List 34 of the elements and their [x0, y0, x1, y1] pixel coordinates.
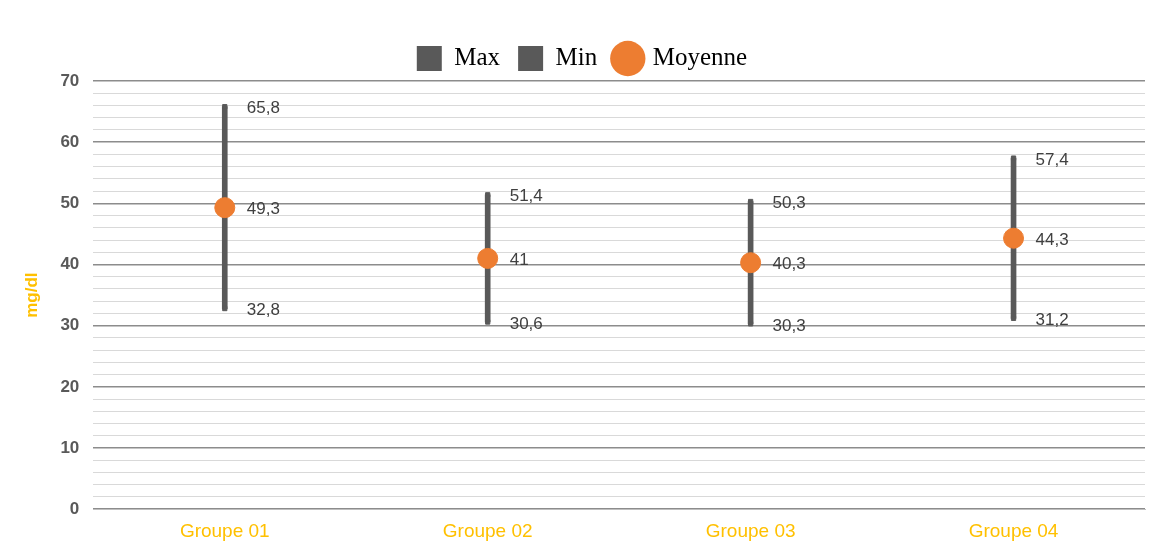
point [1010, 315, 1017, 321]
legend-label: Min [555, 43, 598, 71]
y-tick-label: 40 [60, 254, 80, 274]
y-tick-label: 70 [60, 70, 80, 90]
point [1003, 227, 1025, 249]
data-label: 57,4 [1035, 149, 1069, 169]
point [485, 319, 491, 325]
data-label: 65,8 [246, 98, 280, 118]
data-label: 31,2 [1035, 310, 1069, 330]
data-label: 44,3 [1035, 229, 1069, 249]
y-tick-label: 30 [60, 315, 80, 335]
point [748, 321, 754, 327]
point [1010, 155, 1017, 161]
y-axis-title: mg/dl [21, 272, 41, 318]
point [222, 305, 228, 312]
point [477, 247, 499, 269]
y-tick-label: 20 [60, 376, 80, 396]
point [740, 252, 762, 274]
legend-label: Max [454, 43, 501, 71]
legend-label: Moyenne [652, 43, 748, 71]
point [485, 192, 491, 198]
y-tick-label: 0 [69, 498, 80, 518]
data-label: 51,4 [509, 186, 543, 206]
point [222, 104, 228, 110]
point [214, 197, 236, 219]
data-label: 32,8 [246, 300, 280, 320]
x-tick-label: Groupe 01 [179, 519, 270, 541]
y-tick-label: 60 [60, 131, 80, 151]
x-tick-label: Groupe 04 [968, 519, 1059, 541]
x-tick-label: Groupe 02 [442, 519, 533, 541]
x-tick-label: Groupe 03 [705, 519, 796, 541]
y-tick-label: 50 [60, 193, 80, 213]
data-label: 49,3 [246, 199, 280, 219]
y-tick-label: 10 [60, 437, 80, 457]
